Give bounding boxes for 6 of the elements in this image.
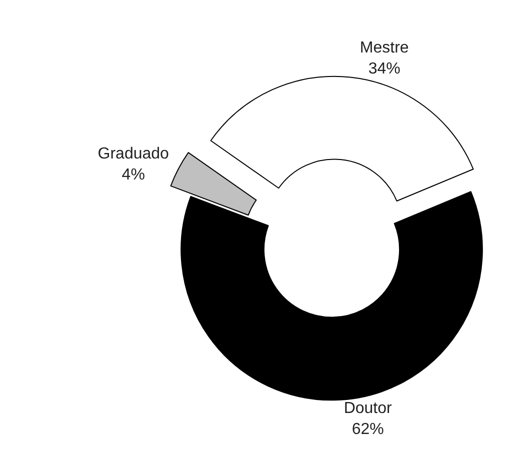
slice-label: Mestre (360, 40, 409, 57)
slice-label: Graduado (98, 146, 170, 163)
data-label: 62% (352, 420, 384, 438)
slice-label: Doutor (344, 400, 393, 418)
data-label: 34% (368, 60, 400, 78)
data-label: 4% (122, 166, 145, 184)
